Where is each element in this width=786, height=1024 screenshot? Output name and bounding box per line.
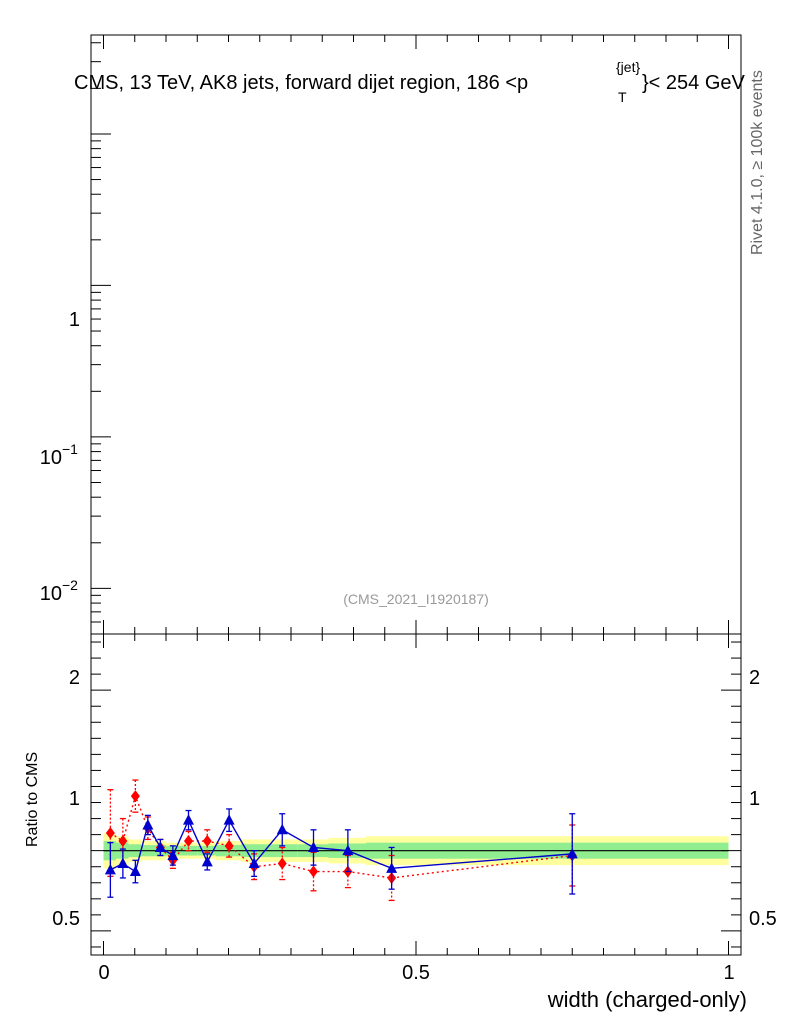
data-point-blue	[342, 844, 354, 856]
data-point-blue	[386, 862, 398, 873]
data-point-blue	[167, 849, 179, 860]
chart-title-tail: }< 254 GeV	[642, 72, 746, 94]
xlabel: width (charged-only)	[547, 987, 747, 1012]
data-point-blue	[129, 865, 141, 877]
ratio-panel-frame	[90, 633, 742, 956]
main-y-ticks	[91, 35, 729, 635]
data-point-red	[130, 790, 140, 803]
ratio-series	[104, 779, 578, 902]
main-ytick-label-10m1: 10	[40, 447, 62, 469]
data-point-blue	[183, 814, 194, 825]
main-ytick-exp-10m1: −1	[62, 441, 78, 457]
chart-title-superscript: {jet}	[616, 59, 640, 75]
ratio-ytick-left-2: 2	[69, 667, 80, 689]
ratio-ytick-right-2: 2	[749, 667, 760, 689]
data-point-blue	[276, 823, 288, 835]
data-point-red	[118, 835, 128, 848]
rivet-version-label: Rivet 4.1.0, ≥ 100k events	[749, 70, 766, 255]
ratio-ytick-left-05: 0.5	[52, 908, 80, 930]
data-point-red	[105, 827, 115, 840]
main-ytick-label-1: 1	[69, 309, 80, 331]
ratio-ylabel: Ratio to CMS	[24, 752, 41, 847]
chart-title-subscript: T	[618, 89, 627, 105]
data-point-blue	[154, 841, 166, 852]
data-point-blue	[104, 863, 116, 875]
analysis-watermark: (CMS_2021_I1920187)	[343, 591, 489, 607]
main-panel-frame	[90, 34, 742, 635]
data-point-red	[184, 835, 193, 848]
data-point-red	[202, 835, 212, 848]
ratio-ytick-left-1: 1	[69, 788, 80, 810]
main-ytick-label-10m2: 10	[40, 583, 62, 605]
data-point-blue	[248, 857, 260, 869]
main-ytick-exp-10m2: −2	[62, 577, 78, 593]
xtick-label-05: 0.5	[402, 962, 430, 984]
data-point-red	[224, 839, 234, 852]
data-point-red	[277, 857, 287, 870]
ratio-ytick-right-1: 1	[749, 788, 760, 810]
chart-title: CMS, 13 TeV, AK8 jets, forward dijet reg…	[74, 72, 528, 94]
ratio-ytick-right-05: 0.5	[749, 908, 777, 930]
xtick-label-0: 0	[98, 962, 109, 984]
data-point-blue	[308, 841, 319, 852]
ratio-ticks	[91, 634, 741, 955]
data-point-blue	[142, 818, 154, 830]
data-point-blue	[223, 814, 235, 825]
data-point-blue	[117, 857, 129, 869]
data-point-blue	[566, 847, 578, 859]
data-point-blue	[201, 855, 213, 867]
data-point-red	[309, 865, 318, 878]
xtick-label-1: 1	[723, 962, 734, 984]
